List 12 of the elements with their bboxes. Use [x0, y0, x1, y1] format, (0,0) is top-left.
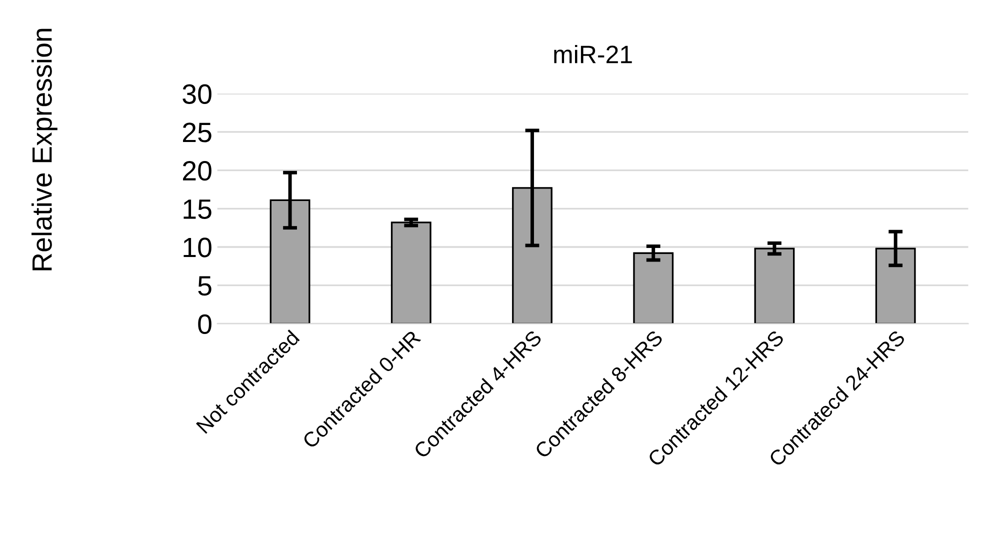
y-tick-label: 15	[184, 200, 212, 219]
bar	[390, 222, 432, 324]
y-tick-label: 25	[183, 122, 212, 142]
y-tick-label: 10	[184, 238, 212, 258]
y-tick-label: 20	[183, 160, 212, 181]
chart-title: miR-21	[554, 44, 632, 64]
bar	[754, 248, 795, 324]
y-tick-label: 5	[198, 276, 212, 296]
bar	[633, 252, 674, 324]
y-axis-title: Relative Expression	[32, 28, 58, 270]
y-tick-label: 30	[182, 84, 212, 104]
y-tick-label: 0	[198, 314, 212, 334]
